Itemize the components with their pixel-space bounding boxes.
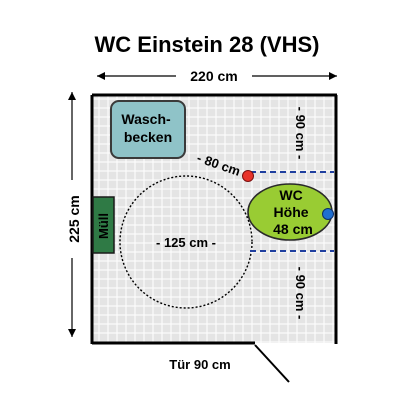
trash-label: Müll [96,213,111,239]
trash-bin: Müll [92,196,115,254]
clearance-top: - 90 cm - [293,107,308,160]
room-walls [90,93,338,345]
turning-circle-label: - 125 cm - [156,235,216,250]
toilet-label-line-3: 48 cm [273,221,313,237]
sink-label-line-1: Wasch- [121,111,171,127]
width-label: 220 cm [190,68,237,84]
toilet-label-line-2: Höhe [274,204,309,220]
height-dimension: 225 cm [66,92,82,337]
clearance-top-label: - 90 cm - [293,107,308,160]
toilet-guide-lines [250,171,334,252]
toilet-label-line-1: WC [279,187,302,203]
door-label: Tür 90 cm [169,357,230,372]
door: Tür 90 cm [169,344,290,383]
clearance-bottom-label: - 90 cm - [293,267,308,320]
toilet-label: WC Höhe 48 cm [273,187,313,237]
turning-circle: - 125 cm - [119,175,253,309]
grab-bar-marker [322,208,334,220]
height-label: 225 cm [66,195,82,242]
sink-label: Wasch- becken [121,111,174,145]
clearance-bottom: - 90 cm - [293,267,308,320]
sink: Wasch- becken [110,100,186,159]
door-leaf [254,344,290,383]
width-dimension: 220 cm [97,68,337,84]
toilet: WC Höhe 48 cm [247,183,333,241]
sink-label-line-2: becken [124,129,172,145]
plan-title: WC Einstein 28 (VHS) [95,32,320,57]
flush-button-marker [242,170,254,182]
